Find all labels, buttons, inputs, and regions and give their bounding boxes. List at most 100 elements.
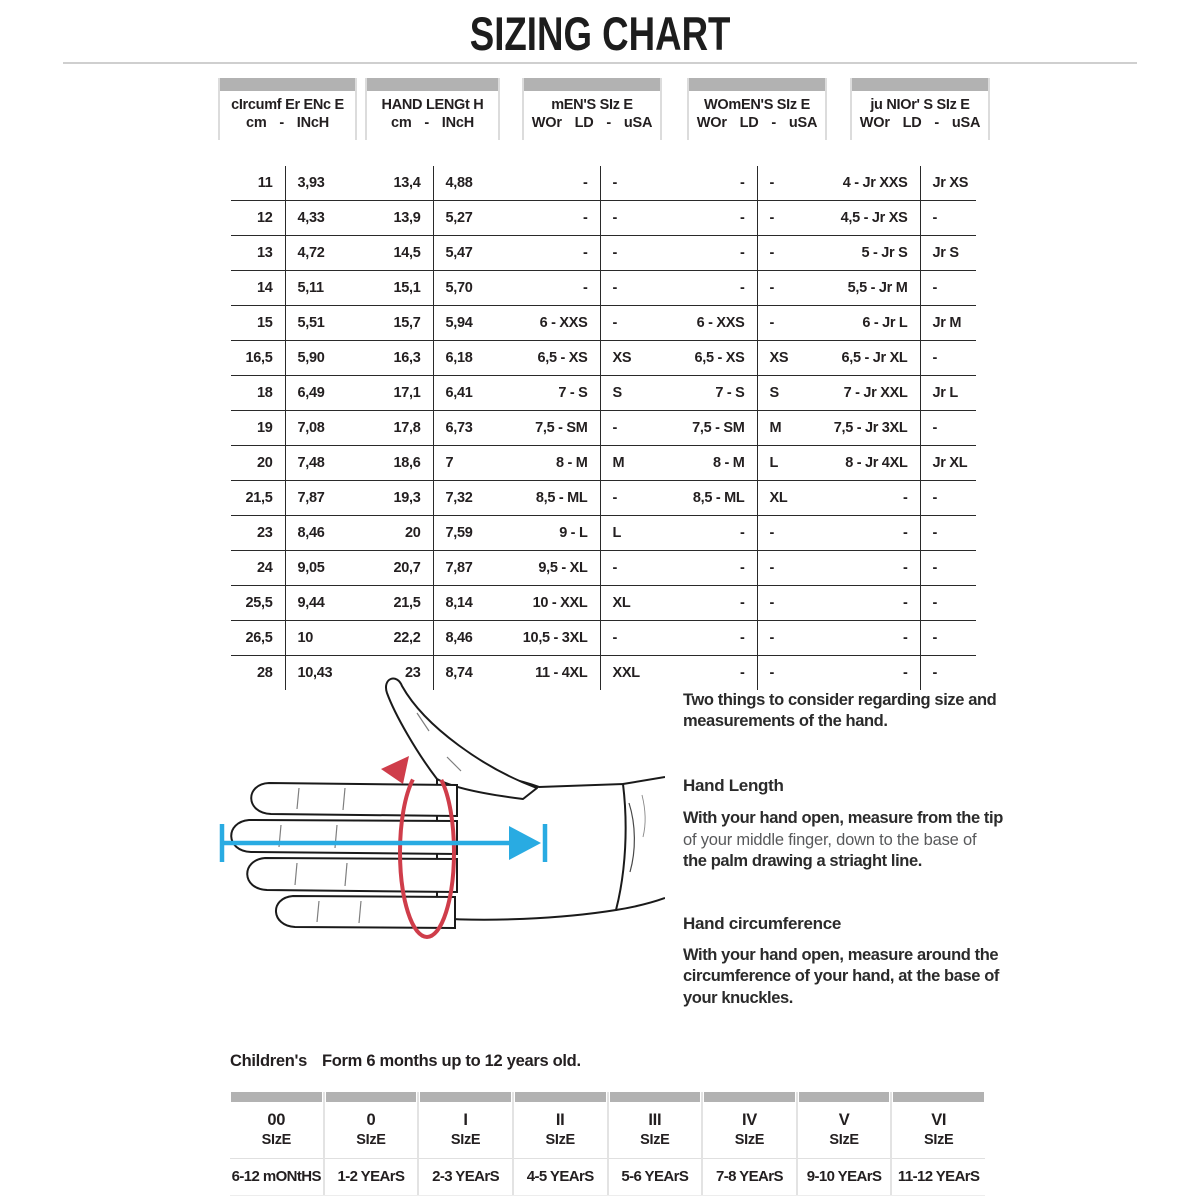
table-row: 25,5 9,44 21,5 8,14 10 - XXL XL - - - - — [231, 585, 976, 621]
cell: M — [600, 445, 685, 481]
cell: - — [920, 480, 976, 516]
cell: 21,5 — [231, 480, 286, 516]
header-box-circumference: cIrcumf Er ENc E cm - INcH — [218, 78, 357, 140]
cell: - — [757, 550, 832, 586]
table-row: 13 4,72 14,5 5,47- - - -5 - Jr S Jr S — [231, 235, 976, 271]
cell: - — [600, 550, 685, 586]
size-word: SIzE — [923, 1132, 954, 1148]
table-row: 28 10,43 23 8,74 11 - 4XL XXL - - - - — [231, 655, 976, 690]
cell: 6 - XXS — [685, 305, 758, 341]
cell: 17,8 — [363, 410, 434, 446]
cell: - — [685, 585, 758, 621]
title-divider — [63, 62, 1137, 64]
cell: - — [832, 480, 921, 516]
cell: 7,5 - Jr 3XL — [832, 410, 921, 446]
cell: XL — [757, 480, 832, 516]
cell: 8,5 - ML — [685, 480, 758, 516]
cell: - — [920, 410, 976, 446]
cell: 8,5 - ML — [520, 480, 601, 516]
cell: 20 — [231, 445, 286, 481]
cell: - — [920, 515, 976, 551]
header-name: cIrcumf Er ENc E — [231, 97, 344, 113]
header-units: WOr LD - uSA — [696, 115, 818, 131]
age-range: 5-6 YEArS — [608, 1158, 702, 1195]
cell: 7,48 — [285, 445, 363, 481]
header-units: WOr LD - uSA — [531, 115, 653, 131]
cell: 20,7 — [363, 550, 434, 586]
cell: 6,18 — [433, 340, 520, 376]
sizing-table: 11 3,93 13,4 4,88- - - -4 - Jr XXS Jr XS 12 4,33… — [231, 166, 976, 690]
cell: 4,5 - Jr XS — [832, 200, 921, 236]
cell: 4 - Jr XXS — [832, 166, 921, 201]
cell: 23 — [231, 515, 286, 551]
hand-length-line3: the palm drawing a striaght line. — [683, 852, 922, 870]
cell: XXL — [612, 665, 641, 681]
cell: 13,4 — [363, 166, 434, 201]
cell: 17,1 — [363, 375, 434, 411]
header-strip — [420, 1092, 511, 1102]
cell: - — [920, 200, 976, 236]
hand-circumference-body: With your hand open, measure around the … — [683, 946, 1000, 1007]
cell: Jr XS — [920, 166, 976, 201]
cell: 10,43 — [297, 665, 333, 681]
cell: 6,41 — [433, 375, 520, 411]
cell: 19,3 — [363, 480, 434, 516]
table-row: 26,5 10 22,2 8,46 10,5 - 3XL - - - - - — [231, 620, 976, 656]
size-word: SIzE — [640, 1132, 670, 1148]
header-name: ju NIOr' S SIz E — [870, 97, 970, 113]
cell: Jr S — [920, 235, 976, 271]
hand-length-heading: Hand Length — [683, 776, 784, 795]
cell: - — [520, 166, 601, 201]
cell: - — [520, 270, 601, 306]
cell: 7 - S — [520, 375, 601, 411]
circumference-arrow — [381, 756, 456, 939]
size-word: SIzE — [545, 1132, 575, 1148]
hand-circumference-heading: Hand circumference — [683, 914, 842, 933]
cell: 15,1 — [363, 270, 434, 306]
cell: 9,44 — [285, 585, 363, 621]
header-strip — [852, 78, 988, 91]
cell: 5 - Jr S — [832, 235, 921, 271]
age-range: 1-2 YEArS — [324, 1158, 418, 1195]
length-arrow — [219, 824, 548, 862]
cell: 7 - S — [685, 375, 758, 411]
header-box-womens-size: WOmEN'S SIz E WOr LD - uSA — [687, 78, 827, 140]
cell: - — [600, 166, 685, 201]
cell: - — [757, 585, 832, 621]
cell: - — [832, 550, 921, 586]
size-code: VI — [931, 1111, 947, 1129]
header-strip — [325, 1092, 417, 1102]
header-strip — [367, 78, 498, 91]
cell: 6,5 - XS — [685, 340, 758, 376]
cell: 5,51 — [285, 305, 363, 341]
cell: - — [600, 270, 685, 306]
cell: 18,6 — [363, 445, 434, 481]
cell: - — [685, 235, 758, 271]
cell: 7 - Jr XXL — [832, 375, 921, 411]
page-title-text: SIZING CHART — [469, 7, 731, 60]
cell: 9 - L — [520, 515, 601, 551]
cell: 7,5 - SM — [685, 410, 758, 446]
cell: 6,73 — [433, 410, 520, 446]
age-range: 9-10 YEArS — [797, 1158, 891, 1195]
table-row: 19 7,08 17,8 6,73 7,5 - SM -7,5 - SM M 7,5 - Jr… — [231, 410, 976, 446]
age-range: 4-5 YEArS — [513, 1158, 607, 1195]
cell: - — [600, 410, 685, 446]
size-code: 00 — [267, 1111, 286, 1129]
table-row: 24 9,05 20,7 7,87 9,5 - XL - - - - - — [231, 550, 976, 586]
children-size-cell: I SIzE 2-3 YEArS — [419, 1092, 514, 1195]
age-range: 2-3 YEArS — [419, 1158, 512, 1195]
cell: XS — [600, 340, 685, 376]
cell: 5,27 — [433, 200, 520, 236]
table-row: 21,5 7,87 19,3 7,32 8,5 - ML -8,5 - ML XL - - — [231, 480, 976, 516]
cell: - — [920, 340, 976, 376]
cell: 5,94 — [433, 305, 520, 341]
cell: - — [832, 655, 921, 690]
age-range: 6-12 mONtHS — [230, 1158, 323, 1195]
cell: 6 - Jr L — [832, 305, 921, 341]
cell: 5,47 — [433, 235, 520, 271]
cell: - — [769, 665, 775, 681]
cell: 15,7 — [363, 305, 434, 341]
